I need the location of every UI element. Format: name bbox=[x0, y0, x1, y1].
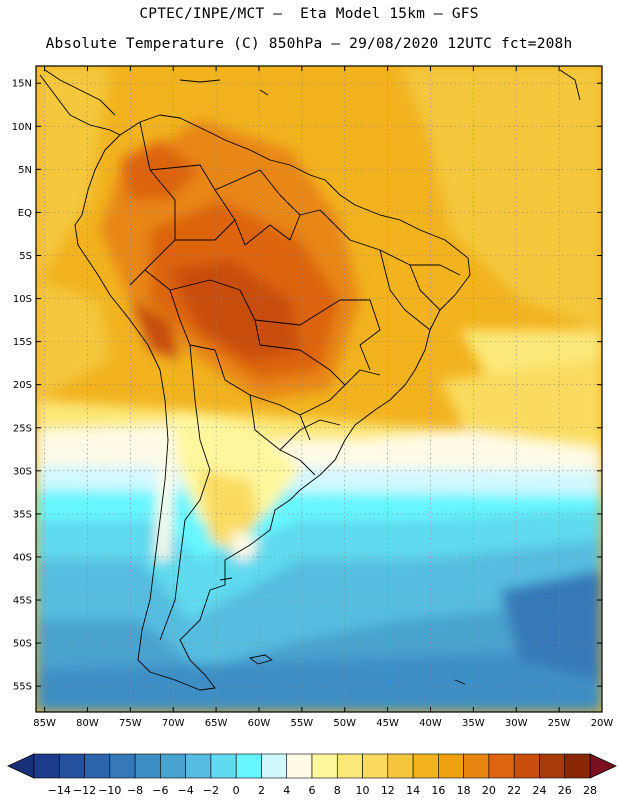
colorbar-label: 12 bbox=[381, 784, 395, 797]
colorbar-label: 26 bbox=[558, 784, 572, 797]
colorbar-right-arrow bbox=[589, 753, 617, 779]
colorbar-swatch bbox=[286, 753, 313, 779]
colorbar-swatch bbox=[33, 753, 60, 779]
colorbar-swatch bbox=[412, 753, 439, 779]
colorbar-label: −14 bbox=[48, 784, 71, 797]
colorbar-label: 28 bbox=[583, 784, 597, 797]
colorbar-swatch bbox=[387, 753, 414, 779]
lat-label: 40S bbox=[13, 552, 32, 563]
lat-label: 5N bbox=[18, 165, 32, 176]
latitude-labels: 15N 10N 5N EQ 5S 10S 15S 20S 25S 30S 35S 40S 45S 50S 5… bbox=[12, 79, 32, 693]
colorbar-swatch bbox=[109, 753, 136, 779]
colorbar-swatch bbox=[210, 753, 237, 779]
colorbar-label: 18 bbox=[457, 784, 471, 797]
lat-label: 55S bbox=[13, 682, 32, 693]
colorbar-label: 20 bbox=[482, 784, 496, 797]
map-title-line1: CPTEC/INPE/MCT – Eta Model 15km – GFS bbox=[139, 6, 479, 22]
colorbar-label: −10 bbox=[98, 784, 121, 797]
lon-label: 40W bbox=[419, 718, 442, 729]
colorbar-left-arrow bbox=[7, 753, 35, 779]
lat-label: 50S bbox=[13, 639, 32, 650]
colorbar-label: 24 bbox=[532, 784, 546, 797]
lat-label: EQ bbox=[18, 208, 32, 219]
colorbar-swatch bbox=[362, 753, 389, 779]
lat-label: 25S bbox=[13, 423, 32, 434]
colorbar-swatch bbox=[336, 753, 363, 779]
colorbar-swatch bbox=[235, 753, 262, 779]
lat-label: 20S bbox=[13, 380, 32, 391]
colorbar-swatch bbox=[311, 753, 338, 779]
colorbar-label: 6 bbox=[309, 784, 316, 797]
map-title-line2: Absolute Temperature (C) 850hPa – 29/08/… bbox=[45, 36, 573, 52]
lat-label: 15S bbox=[13, 337, 32, 348]
colorbar: −14 −12 −10 −8 −6 −4 −2 0 2 4 6 8 10 12 14 16 18 20 22 24 26… bbox=[7, 753, 617, 797]
colorbar-label: 4 bbox=[283, 784, 290, 797]
lon-label: 85W bbox=[33, 718, 56, 729]
lon-label: 35W bbox=[462, 718, 485, 729]
colorbar-label: −8 bbox=[127, 784, 143, 797]
lon-label: 60W bbox=[248, 718, 271, 729]
colorbar-swatch bbox=[513, 753, 540, 779]
colorbar-label: 14 bbox=[406, 784, 420, 797]
lat-label: 30S bbox=[13, 466, 32, 477]
colorbar-swatch bbox=[463, 753, 490, 779]
colorbar-swatch bbox=[261, 753, 288, 779]
colorbar-swatch bbox=[539, 753, 566, 779]
colorbar-swatch bbox=[488, 753, 515, 779]
colorbar-label: 8 bbox=[334, 784, 341, 797]
colorbar-label: −2 bbox=[203, 784, 219, 797]
colorbar-label: −6 bbox=[152, 784, 168, 797]
lon-label: 50W bbox=[333, 718, 356, 729]
longitude-labels: 85W 80W 75W 70W 65W 60W 55W 50W 45W 40W 35W 30W 25W 2… bbox=[33, 718, 613, 729]
colorbar-swatch bbox=[160, 753, 186, 779]
lon-label: 55W bbox=[291, 718, 314, 729]
lon-label: 75W bbox=[119, 718, 142, 729]
colorbar-label: 22 bbox=[507, 784, 521, 797]
lon-label: 70W bbox=[162, 718, 185, 729]
lon-label: 80W bbox=[76, 718, 99, 729]
colorbar-swatch bbox=[438, 753, 464, 779]
colorbar-label: 0 bbox=[233, 784, 240, 797]
lon-label: 65W bbox=[205, 718, 228, 729]
lat-label: 15N bbox=[12, 79, 32, 90]
colorbar-swatch bbox=[134, 753, 161, 779]
lat-label: 5S bbox=[19, 251, 32, 262]
map-frame bbox=[35, 65, 603, 713]
lat-label: 10N bbox=[12, 122, 32, 133]
lon-label: 20W bbox=[591, 718, 614, 729]
lon-label: 45W bbox=[376, 718, 399, 729]
colorbar-label: 2 bbox=[258, 784, 265, 797]
temperature-field bbox=[36, 66, 602, 712]
lon-label: 25W bbox=[548, 718, 571, 729]
colorbar-label: 10 bbox=[356, 784, 370, 797]
colorbar-label: 16 bbox=[431, 784, 445, 797]
lon-label: 30W bbox=[505, 718, 528, 729]
coastline-borders bbox=[39, 69, 581, 691]
colorbar-swatch bbox=[564, 753, 591, 779]
lat-label: 10S bbox=[13, 294, 32, 305]
graticule-grid bbox=[36, 66, 603, 712]
colorbar-label: −12 bbox=[73, 784, 96, 797]
lat-label: 35S bbox=[13, 509, 32, 520]
colorbar-swatch bbox=[84, 753, 111, 779]
colorbar-label: −4 bbox=[178, 784, 194, 797]
colorbar-swatch bbox=[185, 753, 212, 779]
lat-label: 45S bbox=[13, 596, 32, 607]
colorbar-swatch bbox=[58, 753, 85, 779]
